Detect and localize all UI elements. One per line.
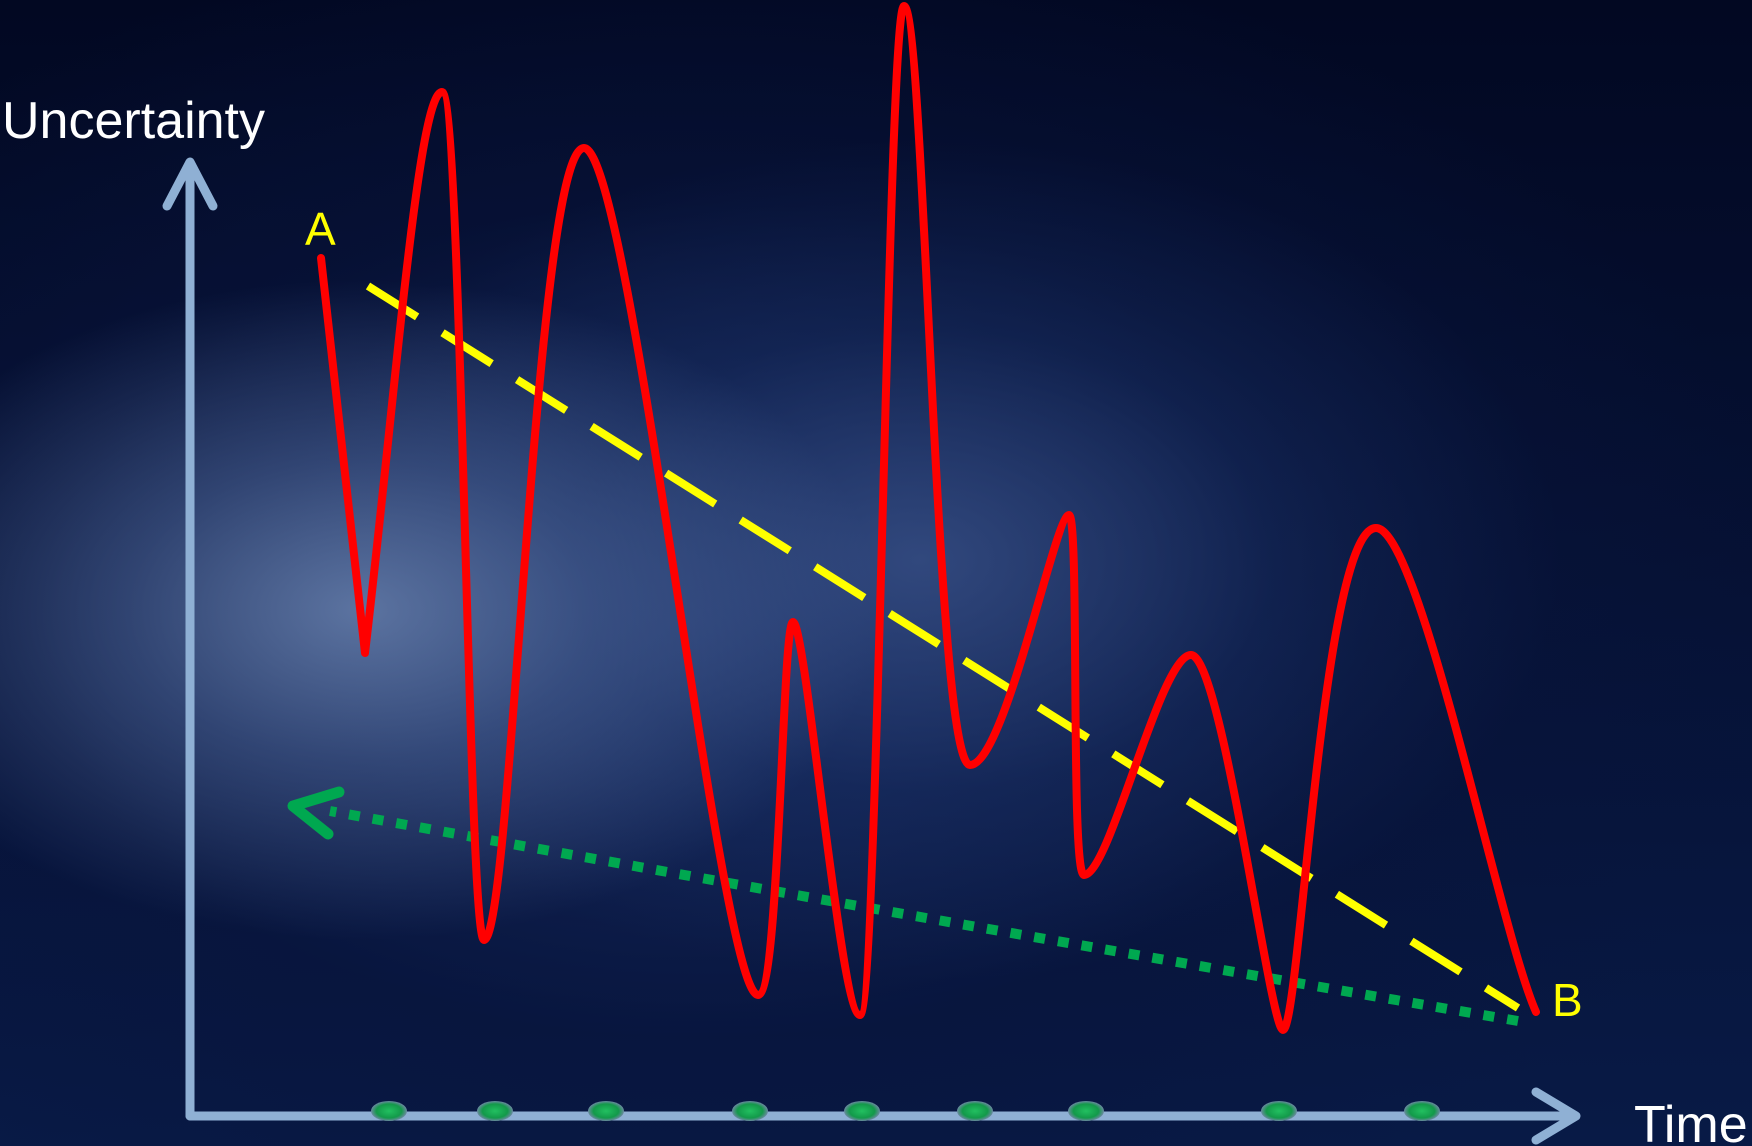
x-axis-marker (588, 1101, 624, 1121)
actual-path-line (317, 2, 1540, 1034)
end-point-label: B (1552, 974, 1583, 1026)
x-axis-marker (844, 1101, 880, 1121)
x-axis-marker (957, 1101, 993, 1121)
x-axis-marker (1261, 1101, 1297, 1121)
x-axis-marker (1068, 1101, 1104, 1121)
y-axis-label: Uncertainty (2, 92, 265, 150)
x-axis-markers (371, 1101, 1440, 1121)
x-axis-marker (477, 1101, 513, 1121)
return-arrow-line (329, 806, 1519, 1026)
planned-trend-line (365, 282, 1521, 1012)
x-axis-arrowhead (1531, 1087, 1581, 1145)
x-axis-marker (1404, 1101, 1440, 1121)
return-arrowhead (287, 786, 345, 840)
start-point-label: A (305, 203, 336, 255)
x-axis-label: Time (1634, 1096, 1748, 1146)
x-axis-marker (371, 1101, 407, 1121)
y-axis-arrowhead (162, 157, 218, 211)
x-axis-marker (732, 1101, 768, 1121)
